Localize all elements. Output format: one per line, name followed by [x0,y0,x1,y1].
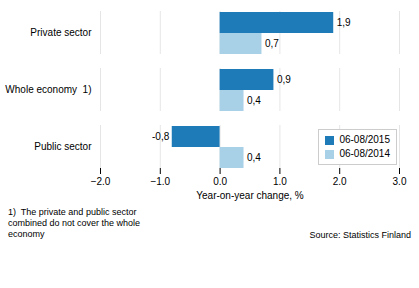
svg-text:Year-on-year change, %: Year-on-year change, % [196,190,304,201]
svg-text:1,9: 1,9 [337,17,351,28]
html-text:combined do not cover the whol: combined do not cover the whole [8,218,141,228]
html-text:economy: economy [8,229,45,239]
svg-text:-0,8: -0,8 [152,131,170,142]
svg-text:−1.0: −1.0 [150,176,170,187]
svg-text:0,9: 0,9 [277,74,291,85]
svg-text:0,4: 0,4 [247,95,261,106]
svg-text:1.0: 1.0 [273,176,287,187]
svg-text:0,4: 0,4 [247,152,261,163]
html-text:1) The private and public sect: 1) The private and public sector [8,207,137,217]
html-text:Source: Statistics Finland: Source: Statistics Finland [309,230,411,240]
svg-text:−2.0: −2.0 [91,176,111,187]
svg-text:0.0: 0.0 [213,176,227,187]
svg-text:2.0: 2.0 [333,176,347,187]
svg-text:Private sector: Private sector [30,27,92,38]
svg-text:Public sector: Public sector [34,141,92,152]
svg-text:3.0: 3.0 [393,176,407,187]
html-text:06-08/2015: 06-08/2015 [339,134,390,145]
html-text:06-08/2014: 06-08/2014 [339,148,390,159]
svg-text:Whole economy 1): Whole economy 1) [5,84,91,95]
svg-text:0,7: 0,7 [265,38,279,49]
